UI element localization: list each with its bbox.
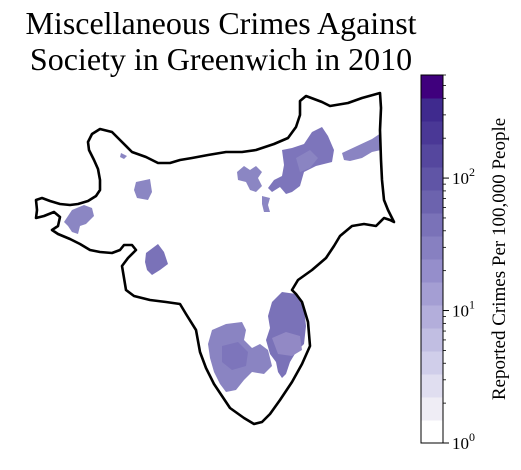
- chart-title-line-2: Society in Greenwich in 2010: [30, 41, 412, 77]
- area-north-small-3: [134, 179, 152, 200]
- colorbar-band: [421, 374, 443, 398]
- area-centre: [145, 244, 168, 275]
- colorbar-band: [421, 167, 443, 191]
- colorbar-band: [421, 305, 443, 329]
- colorbar-bands: [421, 75, 443, 444]
- colorbar-band: [421, 213, 443, 237]
- colorbar-tick-label: 102: [452, 165, 475, 188]
- colorbar-band: [421, 75, 443, 99]
- colorbar-band: [421, 236, 443, 260]
- colorbar-band: [421, 98, 443, 122]
- area-north-central-b: [296, 150, 318, 172]
- colorbar-band: [421, 397, 443, 421]
- colorbar-band: [421, 351, 443, 375]
- colorbar-frame: [420, 74, 444, 444]
- area-north-east-strip: [342, 133, 381, 161]
- area-south-east-inner: [272, 332, 302, 356]
- colorbar: 100 101 102 Reported Crimes Per 100,000 Pe…: [420, 74, 510, 453]
- colorbar-band: [421, 144, 443, 168]
- area-west: [64, 205, 94, 234]
- colorbar-tick-label: 100: [452, 430, 475, 453]
- colorbar-band: [421, 121, 443, 145]
- greenwich-boundary: [34, 91, 396, 426]
- chart-title-line-1: Miscellaneous Crimes Against: [25, 5, 416, 41]
- area-north-small-2: [262, 196, 270, 212]
- colorbar-band: [421, 190, 443, 214]
- colorbar-band: [421, 259, 443, 283]
- colorbar-band: [421, 328, 443, 352]
- crime-areas: [64, 127, 381, 392]
- area-south-west-inner: [222, 342, 248, 370]
- area-north-tiny: [120, 153, 127, 159]
- colorbar-band: [421, 282, 443, 306]
- colorbar-ticks: 100 101 102: [443, 74, 475, 453]
- colorbar-label: Reported Crimes Per 100,000 People: [489, 118, 510, 400]
- area-north-small-1: [237, 166, 262, 192]
- colorbar-band: [421, 420, 443, 444]
- colorbar-tick-label: 101: [452, 298, 475, 321]
